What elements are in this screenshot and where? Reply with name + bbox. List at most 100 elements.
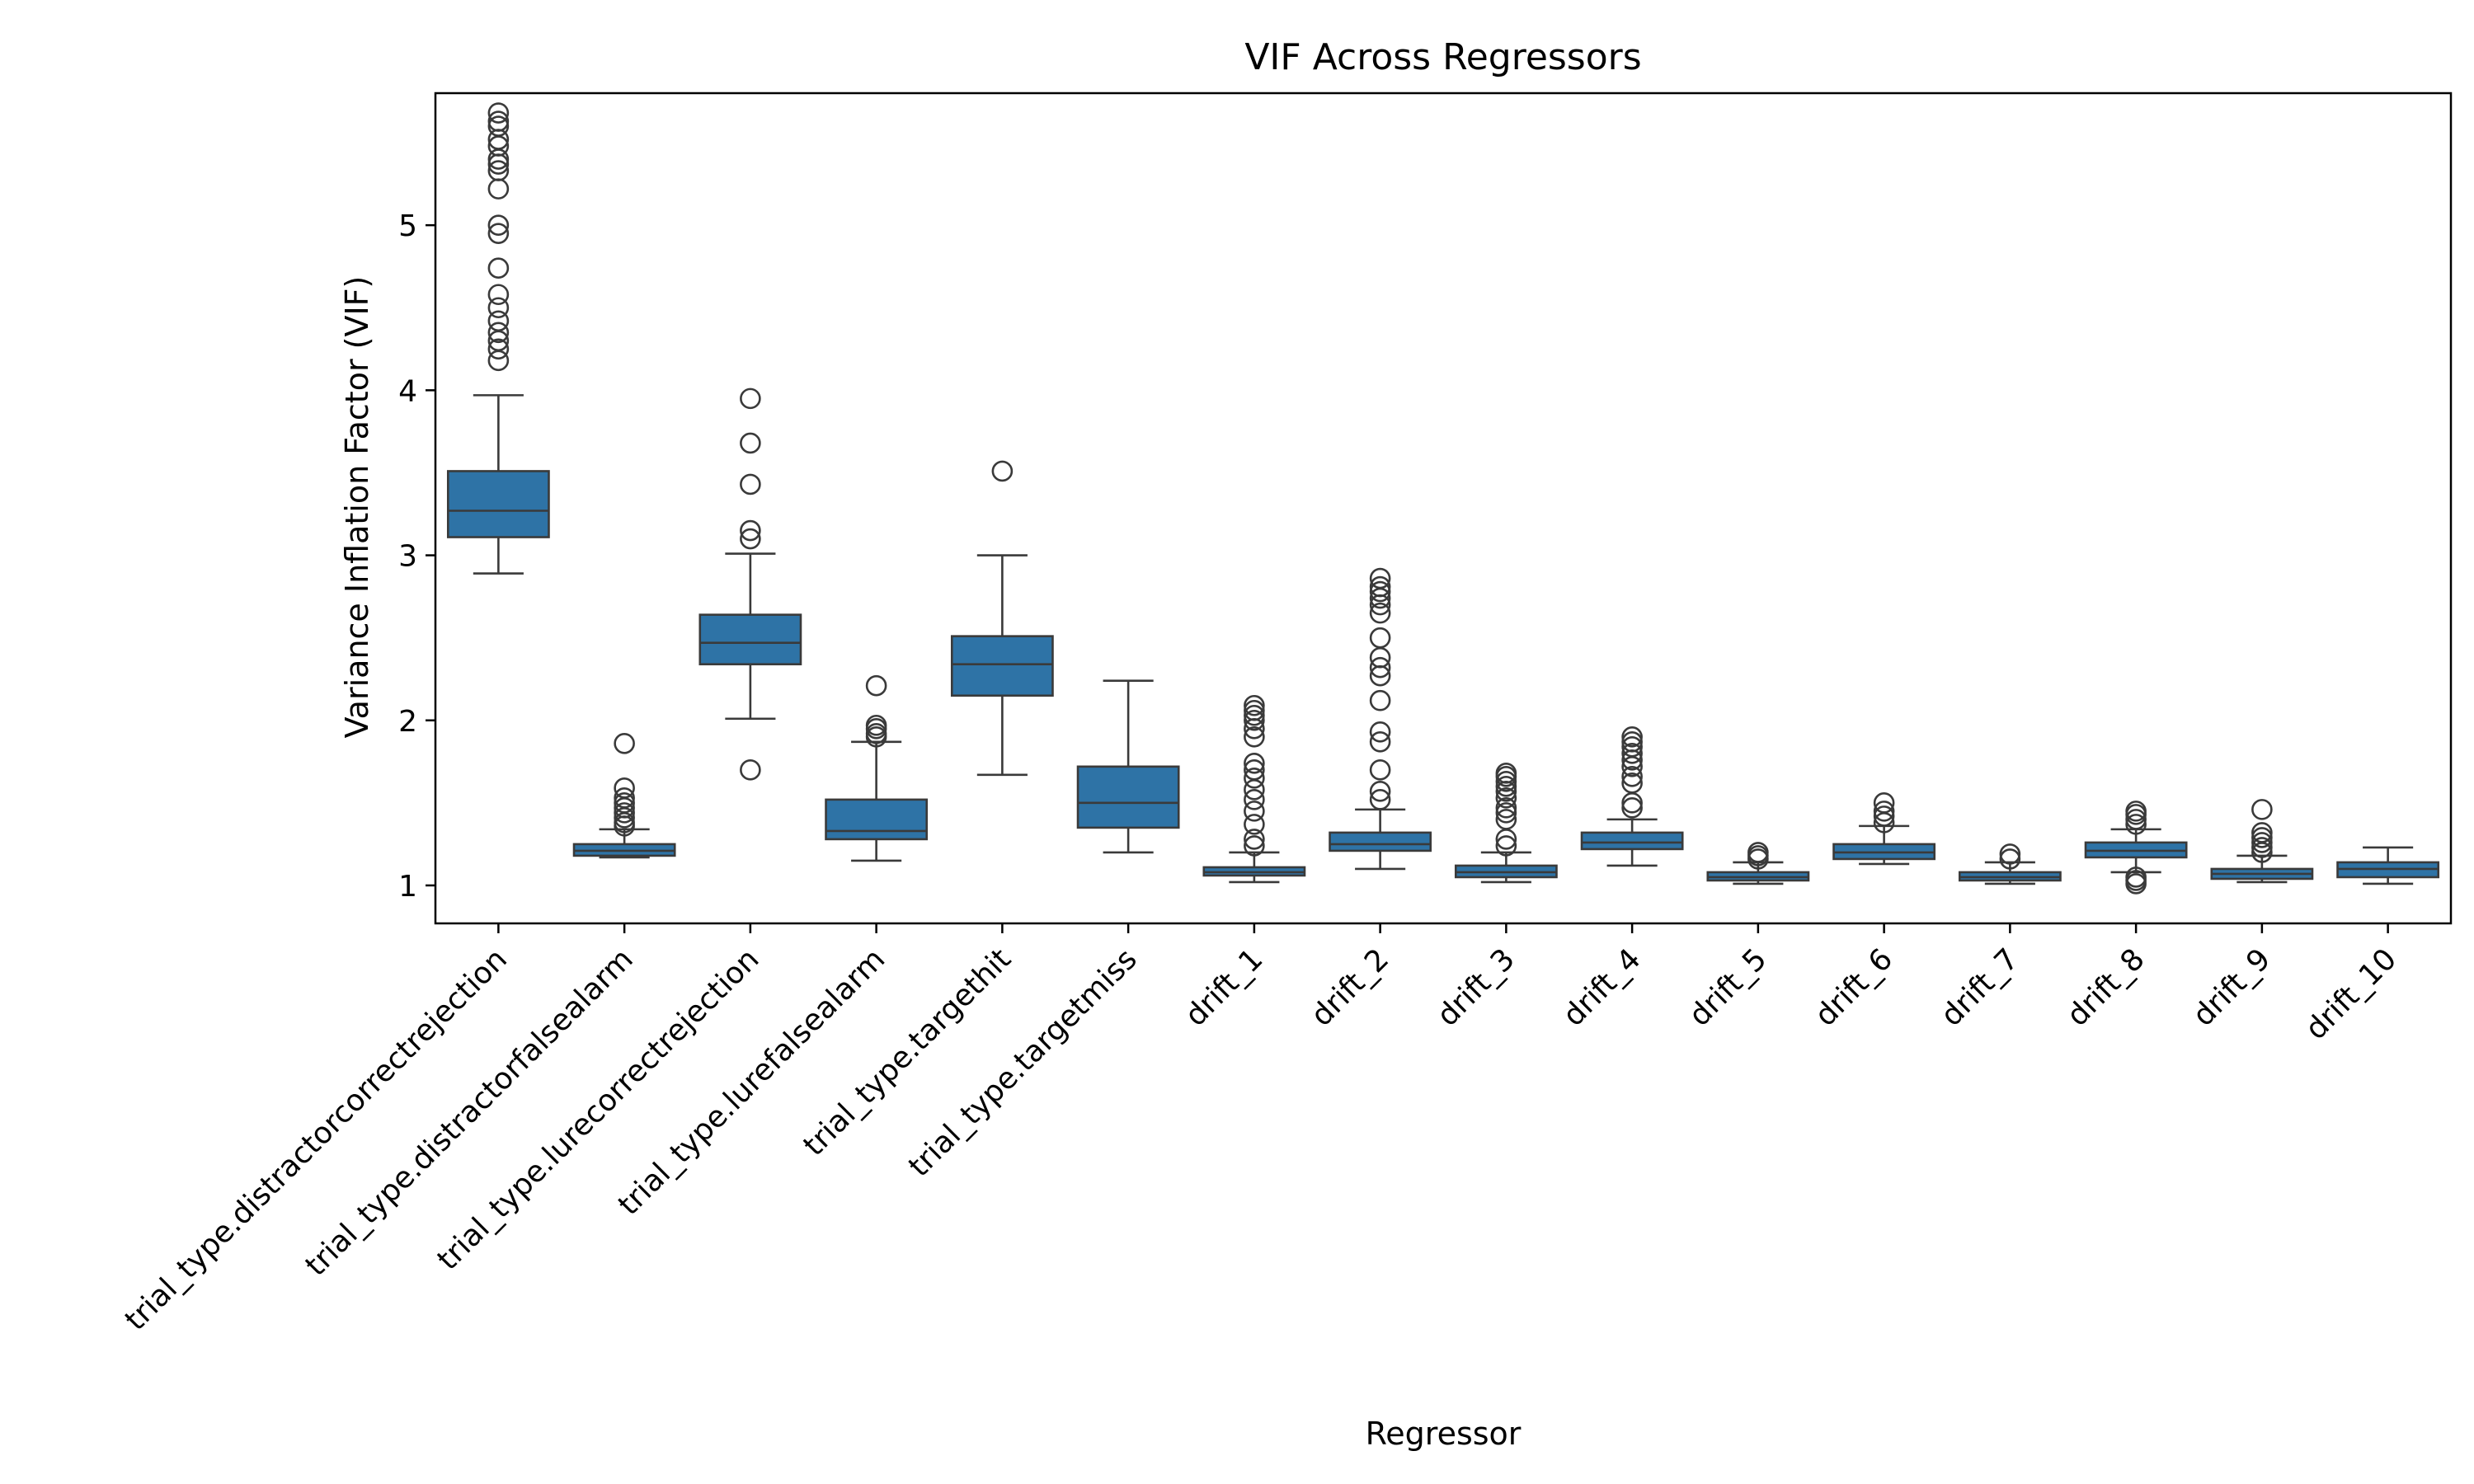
outlier-point: [1244, 699, 1265, 721]
iqr-box: [950, 635, 1054, 697]
outlier-point: [487, 350, 510, 372]
box-trial_type.lurecorrectrejection: [698, 387, 802, 781]
outlier-point: [1495, 776, 1517, 797]
iqr-box: [1329, 831, 1432, 852]
x-tick-label: drift_4: [1557, 942, 1648, 1033]
y-tick-label: 3: [398, 540, 417, 574]
outlier-point: [1369, 730, 1391, 753]
outlier-point: [1495, 802, 1517, 824]
box-series: [446, 102, 2440, 895]
outlier-point: [740, 759, 761, 781]
outlier-point: [487, 322, 510, 344]
outlier-point: [2125, 801, 2147, 822]
iqr-box: [446, 470, 550, 538]
x-tick-label: drift_1: [1178, 942, 1269, 1033]
x-tick-label: drift_8: [2061, 942, 2152, 1033]
outlier-point: [487, 338, 510, 360]
x-tick-label: drift_7: [1935, 942, 2025, 1033]
outlier-point: [740, 432, 761, 454]
y-axis-label: Variance Inflation Factor (VIF): [339, 276, 375, 739]
x-tick-label: drift_5: [1682, 942, 1773, 1033]
outlier-point: [1369, 656, 1391, 679]
outlier-point: [1495, 835, 1517, 857]
outlier-point: [1244, 704, 1265, 726]
x-tick-label: drift_3: [1431, 942, 1522, 1033]
outlier-point: [1495, 809, 1517, 830]
outlier-point: [487, 115, 510, 137]
x-axis: trial_type.distractorcorrectrejectiontri…: [119, 923, 2403, 1337]
outlier-point: [487, 284, 510, 306]
outlier-point: [1369, 627, 1391, 649]
x-tick-label: drift_2: [1305, 942, 1395, 1033]
outlier-point: [1873, 805, 1895, 827]
outlier-point: [1369, 781, 1391, 802]
outlier-point: [1369, 580, 1391, 603]
box-trial_type.distractorcorrectrejection: [446, 102, 550, 575]
outlier-point: [487, 102, 510, 124]
box-trial_type.targetmiss: [1076, 679, 1180, 854]
outlier-point: [740, 528, 761, 550]
outlier-point: [1369, 721, 1391, 743]
box-drift_3: [1454, 763, 1558, 884]
outlier-point: [614, 787, 635, 809]
outlier-point: [1369, 575, 1391, 598]
iqr-box: [1580, 831, 1684, 851]
outlier-point: [1244, 709, 1265, 731]
outlier-point: [614, 802, 635, 824]
outlier-point: [1621, 797, 1643, 819]
y-axis: 1 2 3 4 5: [398, 209, 435, 904]
outlier-point: [1495, 771, 1517, 792]
box-trial_type.targethit: [950, 460, 1054, 777]
outlier-point: [1873, 801, 1895, 822]
outlier-point: [1369, 567, 1391, 589]
chart-title: VIF Across Regressors: [1244, 36, 1641, 78]
outlier-point: [487, 214, 510, 236]
outlier-point: [1244, 814, 1265, 835]
outlier-point: [1244, 835, 1265, 857]
outlier-point: [1621, 730, 1643, 753]
outlier-point: [2125, 809, 2147, 830]
outlier-point: [2251, 837, 2273, 858]
outlier-point: [487, 160, 510, 181]
y-tick-label: 2: [398, 705, 417, 739]
x-tick-label: drift_9: [2186, 942, 2277, 1033]
outlier-point: [865, 674, 887, 697]
outlier-point: [1495, 797, 1517, 819]
x-axis-label: Regressor: [1366, 1416, 1522, 1452]
outlier-point: [1621, 742, 1643, 764]
outlier-point: [740, 387, 761, 410]
x-tick-label: drift_10: [2299, 942, 2403, 1046]
y-tick-label: 4: [398, 374, 417, 408]
iqr-box: [825, 798, 929, 841]
outlier-point: [487, 178, 510, 200]
outlier-point: [2251, 822, 2273, 843]
plot-area-frame: [434, 92, 2453, 925]
outlier-point: [487, 223, 510, 244]
outlier-point: [2251, 832, 2273, 853]
outlier-point: [1244, 726, 1265, 748]
y-tick-label: 5: [398, 209, 417, 243]
iqr-box: [698, 613, 802, 665]
box-drift_5: [1706, 842, 1810, 885]
outlier-point: [1244, 753, 1265, 774]
box-drift_8: [2084, 801, 2188, 895]
x-tick-label: drift_6: [1808, 942, 1899, 1033]
outlier-point: [1621, 773, 1643, 794]
iqr-box: [1076, 765, 1180, 829]
outlier-point: [1244, 768, 1265, 789]
outlier-point: [1244, 801, 1265, 822]
box-drift_9: [2210, 799, 2314, 884]
outlier-point: [1495, 787, 1517, 809]
outlier-point: [1621, 792, 1643, 814]
x-tick-label: trial_type.targethit: [797, 942, 1018, 1162]
outlier-point: [2251, 827, 2273, 848]
outlier-point: [1873, 792, 1895, 814]
box-trial_type.distractorfalsealarm: [572, 732, 676, 859]
outlier-point: [1244, 694, 1265, 716]
outlier-point: [487, 297, 510, 319]
outlier-point: [1369, 689, 1391, 711]
box-trial_type.lurefalsealarm: [825, 674, 929, 862]
box-drift_1: [1202, 694, 1306, 884]
y-tick-label: 1: [398, 870, 417, 904]
